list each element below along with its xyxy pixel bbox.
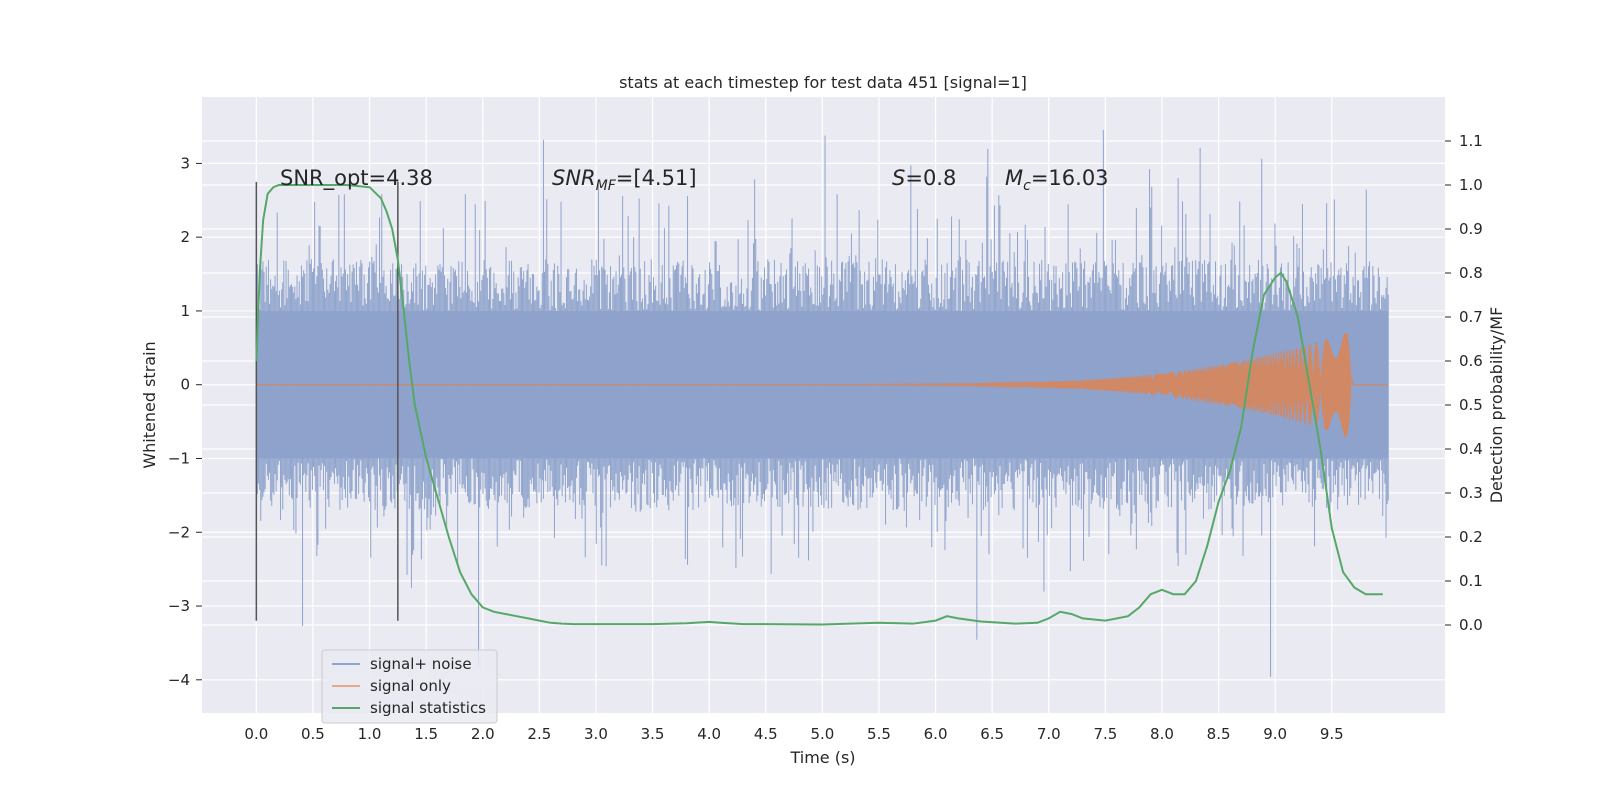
legend-label-signal-noise: signal+ noise [370, 655, 472, 673]
x-tick-label: 8.5 [1207, 725, 1231, 743]
x-tick-label: 0.0 [244, 725, 268, 743]
annotation-snr-mf: SNRMF=[4.51] [552, 166, 697, 194]
signal-chirp-line [256, 332, 1389, 437]
x-tick-label: 4.5 [754, 725, 778, 743]
legend-label-signal-only: signal only [370, 677, 451, 695]
y-tick-label: 2 [180, 228, 190, 246]
y-tick-label: −1 [168, 449, 190, 467]
y2-tick-label: 1.1 [1459, 132, 1483, 150]
y2-tick-label: 0.2 [1459, 528, 1483, 546]
y-tick-label: 1 [180, 302, 190, 320]
x-tick-labels: 0.0 0.5 1.0 1.5 2.0 2.5 3.0 3.5 4.0 4.5 5.0 5.5 6.0 6… [244, 725, 1343, 743]
legend-box [321, 649, 498, 724]
right-tick-labels: 1.1 1.0 0.9 0.8 0.7 0.6 0.5 0.4 0.3 0.2 0.1 0.0 [1445, 132, 1483, 634]
y-tick-labels: 3 2 1 0 −1 −2 −3 −4 [168, 154, 202, 689]
x-tick-label: 4.0 [697, 725, 721, 743]
x-tick-label: 5.5 [867, 725, 891, 743]
y2-tick-label: 0.8 [1459, 264, 1483, 282]
annotation-snr-opt: SNR_opt=4.38 [280, 166, 433, 191]
y2-axis-label: Detection probability/MF [1487, 307, 1506, 504]
y-tick-label: 3 [180, 154, 190, 172]
y2-tick-label: 0.1 [1459, 572, 1483, 590]
mc-value: =16.03 [1031, 166, 1109, 190]
snr-mf-subscript: MF [596, 178, 617, 194]
x-tick-label: 9.5 [1320, 725, 1344, 743]
y2-tick-label: 0.0 [1459, 616, 1483, 634]
s-value: =0.8 [905, 166, 956, 190]
y2-tick-label: 0.4 [1459, 440, 1483, 458]
annotation-mc: Mc=16.03 [1005, 166, 1109, 194]
mc-subscript: c [1023, 178, 1031, 194]
x-tick-label: 1.0 [358, 725, 382, 743]
x-tick-label: 0.5 [301, 725, 325, 743]
x-axis-label: Time (s) [789, 748, 855, 767]
x-tick-label: 3.5 [641, 725, 665, 743]
x-tick-label: 7.0 [1037, 725, 1061, 743]
y-tick-label: −2 [168, 523, 190, 541]
signal-statistics-line [255, 184, 1383, 626]
legend-label-signal-statistics: signal statistics [370, 699, 486, 717]
y-tick-label: −3 [168, 597, 190, 615]
y-tick-label: −4 [168, 671, 190, 689]
y2-tick-label: 0.3 [1459, 484, 1483, 502]
x-tick-label: 6.0 [924, 725, 948, 743]
y2-tick-label: 0.5 [1459, 396, 1483, 414]
s-symbol: S [892, 166, 905, 190]
x-tick-label: 2.5 [527, 725, 551, 743]
mc-symbol: M [1005, 166, 1023, 190]
x-tick-label: 1.5 [414, 725, 438, 743]
y2-tick-label: 0.9 [1459, 220, 1483, 238]
y2-tick-label: 0.6 [1459, 352, 1483, 370]
x-tick-label: 2.0 [471, 725, 495, 743]
y-axis-label: Whitened strain [140, 341, 159, 468]
x-tick-label: 7.5 [1093, 725, 1117, 743]
y2-tick-label: 1.0 [1459, 176, 1483, 194]
x-tick-label: 8.0 [1150, 725, 1174, 743]
series-signal-statistics [255, 184, 1383, 626]
y2-tick-label: 0.7 [1459, 308, 1483, 326]
x-tick-label: 6.5 [980, 725, 1004, 743]
series-signal-only [256, 332, 1389, 437]
legend: signal+ noise signal only signal statist… [321, 649, 498, 724]
snr-mf-symbol: SNR [552, 166, 596, 190]
chart-title: stats at each timestep for test data 451… [619, 73, 1027, 92]
x-tick-label: 5.0 [810, 725, 834, 743]
x-tick-label: 3.0 [584, 725, 608, 743]
annotation-s: S=0.8 [892, 166, 956, 190]
x-tick-label: 9.0 [1263, 725, 1287, 743]
y-tick-label: 0 [180, 376, 190, 394]
snr-mf-value: =[4.51] [616, 166, 697, 190]
